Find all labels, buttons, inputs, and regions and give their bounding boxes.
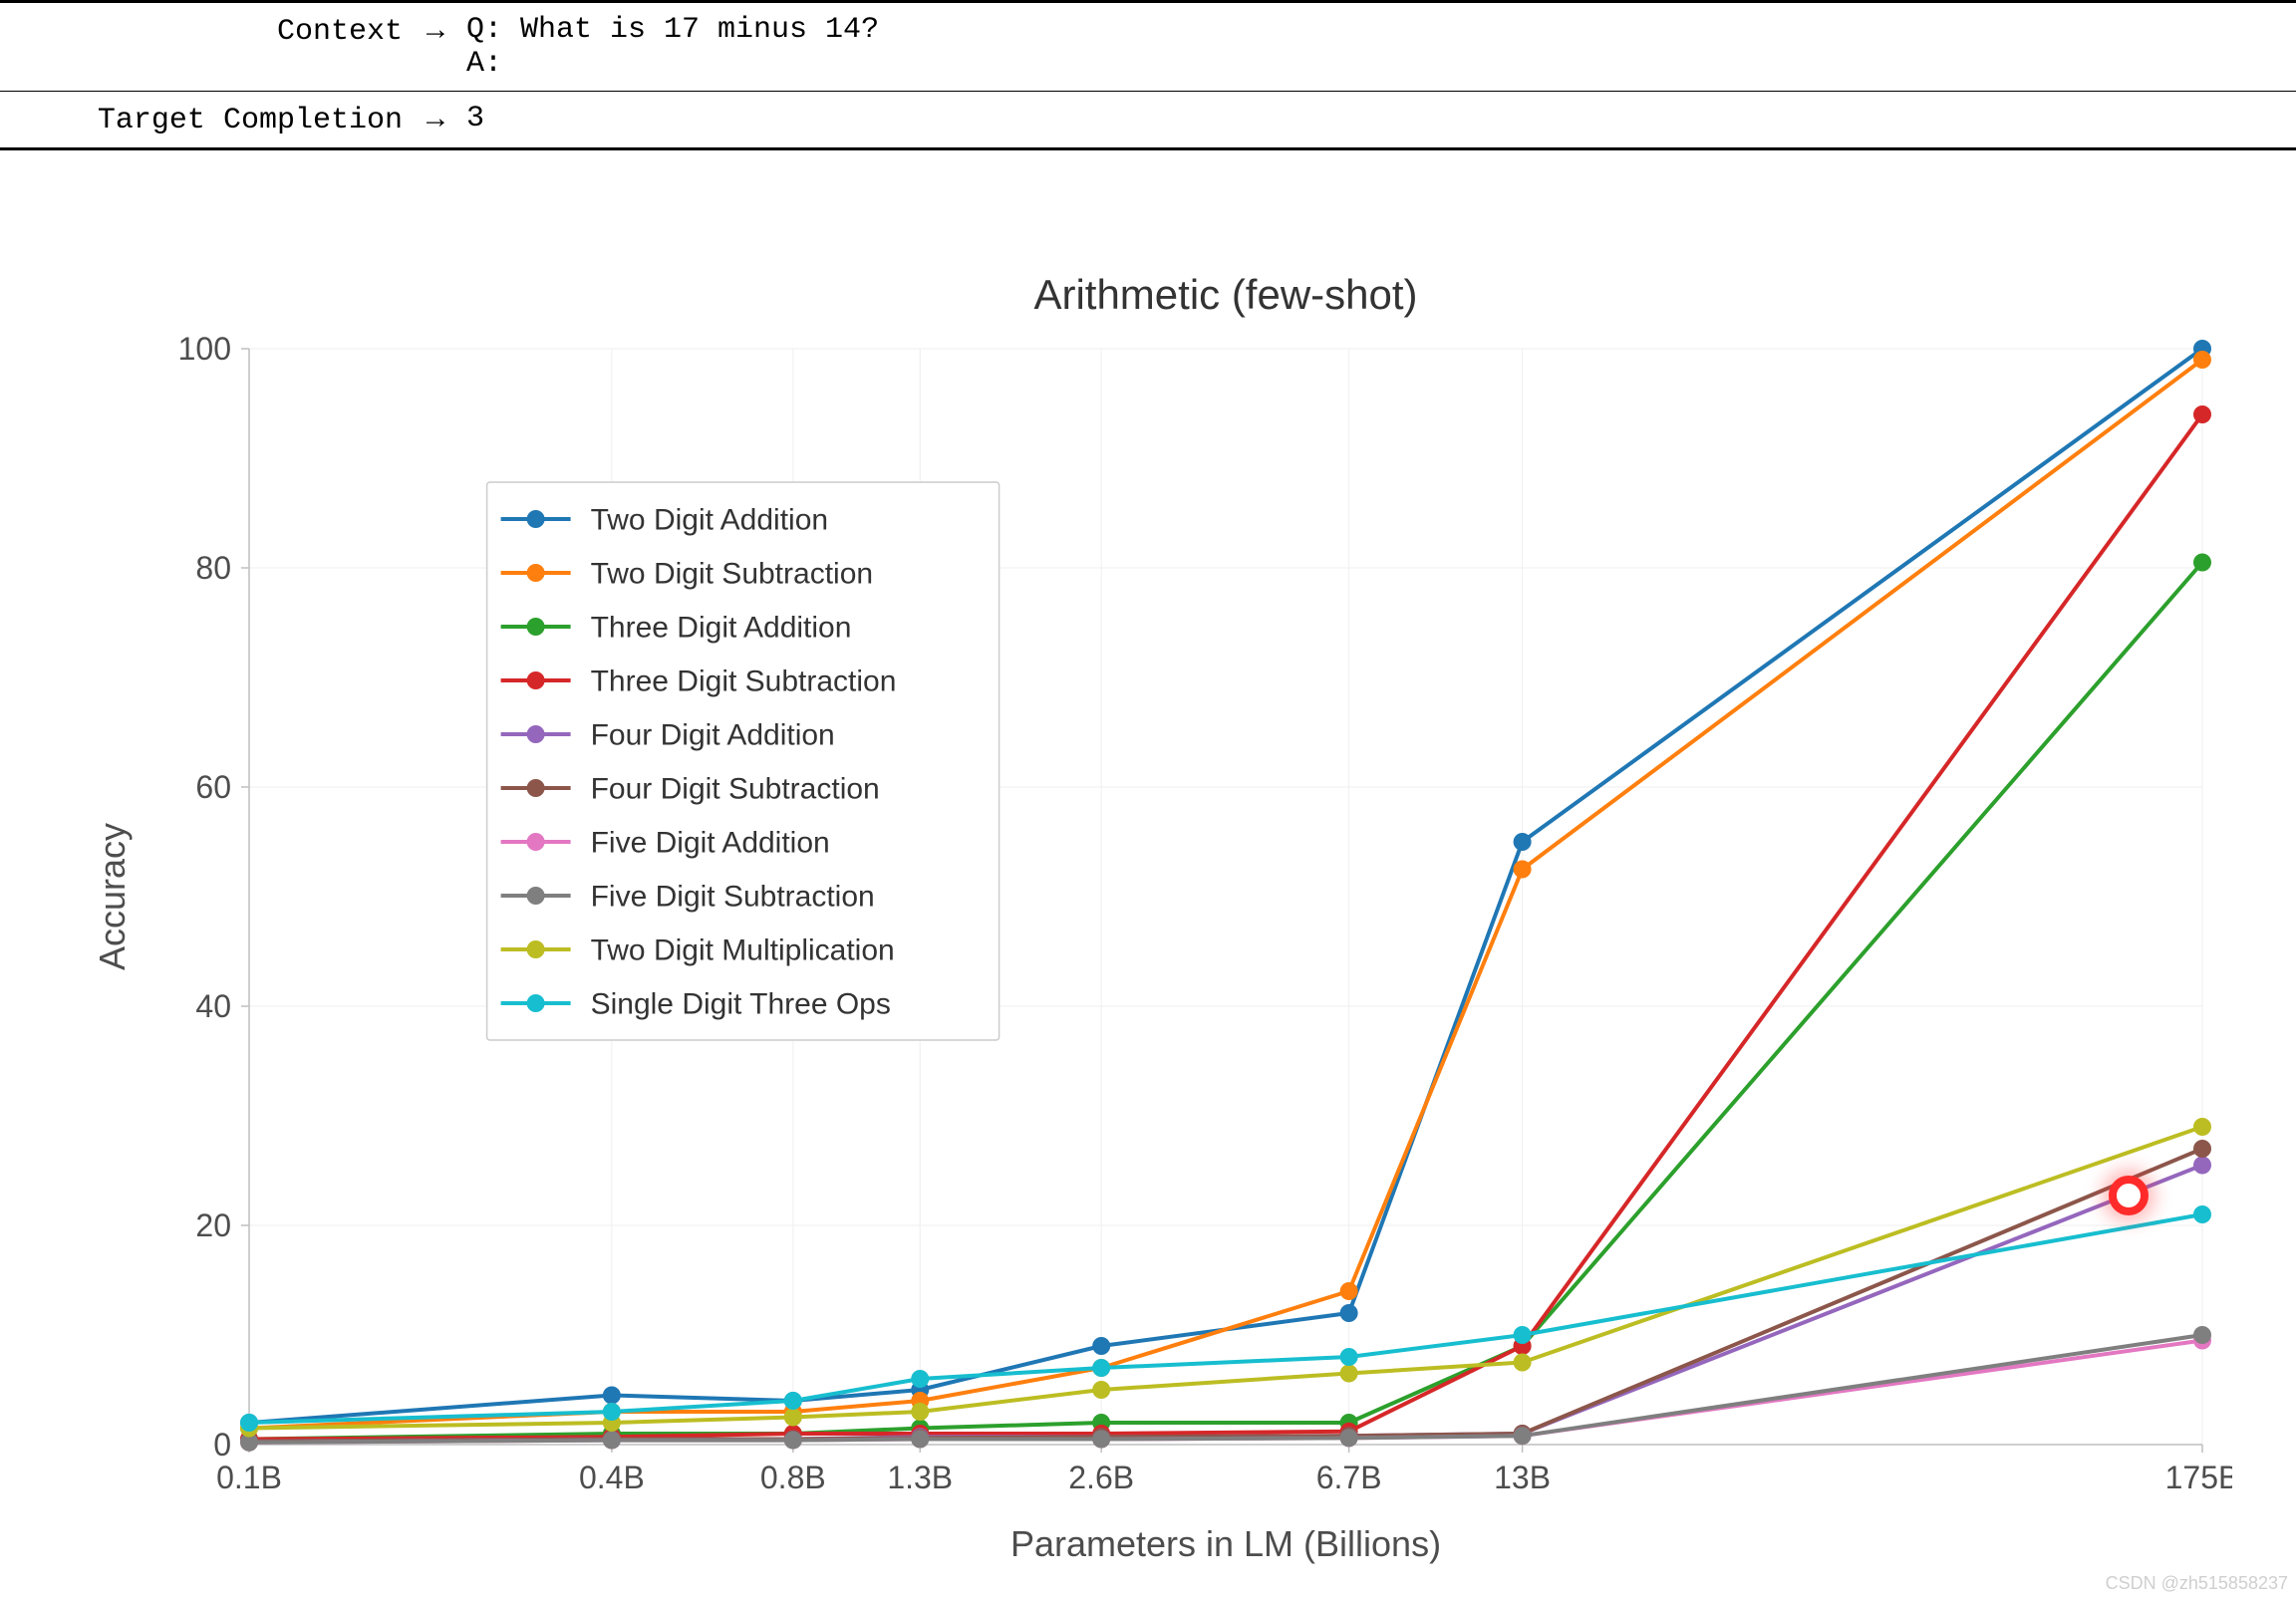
svg-text:Three Digit Addition: Three Digit Addition [591,612,852,645]
prompt-table: Context → Q: What is 17 minus 14? A: Tar… [0,0,2296,150]
svg-text:Two Digit Multiplication: Two Digit Multiplication [591,934,895,967]
svg-text:Four Digit Subtraction: Four Digit Subtraction [591,773,880,806]
context-value-cell: Q: What is 17 minus 14? A: [458,13,2296,81]
svg-text:0.1B: 0.1B [216,1460,282,1495]
svg-text:Three Digit Subtraction: Three Digit Subtraction [591,666,897,698]
target-value-cell: 3 [458,102,2296,137]
svg-text:0: 0 [213,1427,231,1463]
context-q: Q: What is 17 minus 14? [466,13,879,47]
svg-text:Five Digit Addition: Five Digit Addition [591,827,830,860]
target-value: 3 [466,102,484,135]
svg-text:175B: 175B [2165,1460,2232,1495]
svg-text:20: 20 [195,1207,231,1243]
svg-text:Two Digit Subtraction: Two Digit Subtraction [591,558,873,591]
arrow-icon: → [421,13,450,46]
svg-text:0.4B: 0.4B [579,1460,645,1495]
table-row-context: Context → Q: What is 17 minus 14? A: [0,3,2296,92]
svg-text:2.6B: 2.6B [1068,1460,1134,1495]
chart-container: Arithmetic (few-shot) 0 20 40 60 80 100 0.1B 0.4… [80,259,2232,1574]
watermark: CSDN @zh515858237 [2106,1573,2288,1594]
svg-text:6.7B: 6.7B [1316,1460,1382,1495]
svg-text:Arithmetic (few-shot): Arithmetic (few-shot) [1033,271,1417,318]
svg-text:1.3B: 1.3B [887,1460,953,1495]
svg-text:100: 100 [178,331,231,367]
target-label-cell: Target Completion → [0,102,458,137]
arithmetic-chart: Arithmetic (few-shot) 0 20 40 60 80 100 0.1B 0.4… [80,259,2232,1574]
svg-text:40: 40 [195,988,231,1024]
context-label: Context [277,15,403,49]
arrow-icon: → [421,102,450,134]
svg-text:Two Digit Addition: Two Digit Addition [591,504,828,537]
target-label: Target Completion [98,104,403,137]
svg-text:0.8B: 0.8B [760,1460,826,1495]
context-label-cell: Context → [0,13,458,81]
svg-text:Five Digit Subtraction: Five Digit Subtraction [591,881,875,914]
context-a: A: [466,47,502,81]
svg-text:13B: 13B [1494,1460,1551,1495]
svg-text:Accuracy: Accuracy [92,823,133,970]
svg-text:Single Digit Three Ops: Single Digit Three Ops [591,988,891,1021]
svg-text:Parameters in LM (Billions): Parameters in LM (Billions) [1010,1523,1441,1564]
table-row-target: Target Completion → 3 [0,92,2296,147]
svg-text:Four Digit Addition: Four Digit Addition [591,719,835,752]
svg-text:80: 80 [195,550,231,586]
highlight-ring-icon [2109,1176,2149,1215]
svg-text:60: 60 [195,769,231,805]
